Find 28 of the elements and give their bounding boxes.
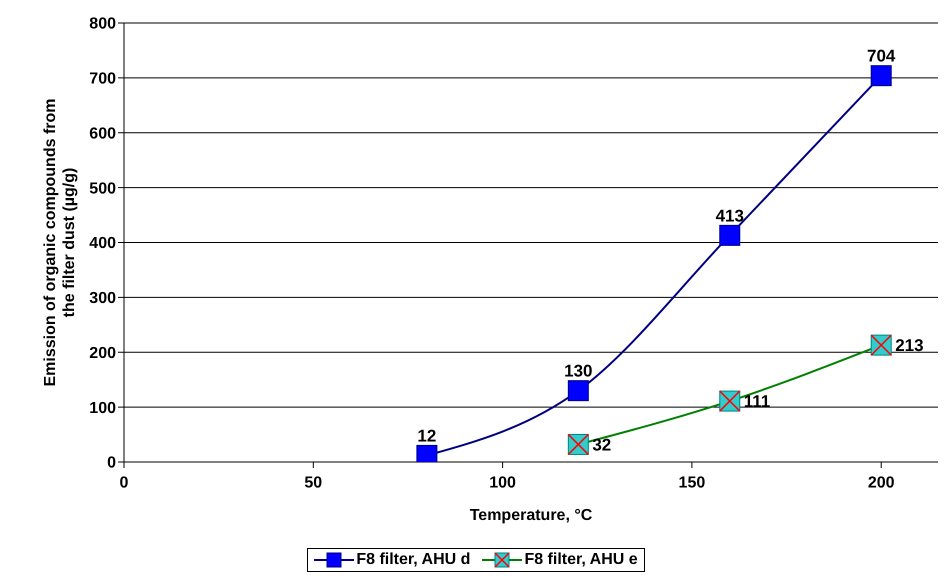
legend-label: F8 filter, AHU d [356,551,470,569]
y-axis-title: Emission of organic compounds from the filter dust (µg/g) [42,98,78,387]
point [568,380,589,402]
data-label: 213 [895,336,924,356]
y-tick-label: 100 [89,400,116,417]
y-tick-label: 800 [89,16,116,33]
legend-label: F8 filter, AHU e [524,551,638,569]
data-label: 130 [564,362,593,381]
point [870,65,892,86]
y-tick-label: 500 [89,180,116,198]
x-axis-title: Temperature, °C [470,507,593,524]
y-tick-label: 600 [89,125,116,142]
data-label: 704 [867,46,896,66]
data-label: 111 [744,392,770,412]
x-tick-label: 150 [678,474,706,492]
y-tick-label: 400 [89,235,116,252]
data-label: 413 [716,206,744,226]
y-tick-label: 700 [89,70,116,88]
x-tick-label: 200 [868,474,895,492]
x-tick-label: 50 [304,474,322,492]
data-label: 32 [592,435,612,454]
y-tick-label: 200 [89,344,116,362]
data-label: 12 [417,426,436,446]
x-tick-label: 0 [120,474,129,492]
x-tick-label: 100 [489,474,516,492]
point [719,224,740,246]
y-tick-label: 0 [107,454,116,472]
y-tick-label: 300 [89,290,116,308]
